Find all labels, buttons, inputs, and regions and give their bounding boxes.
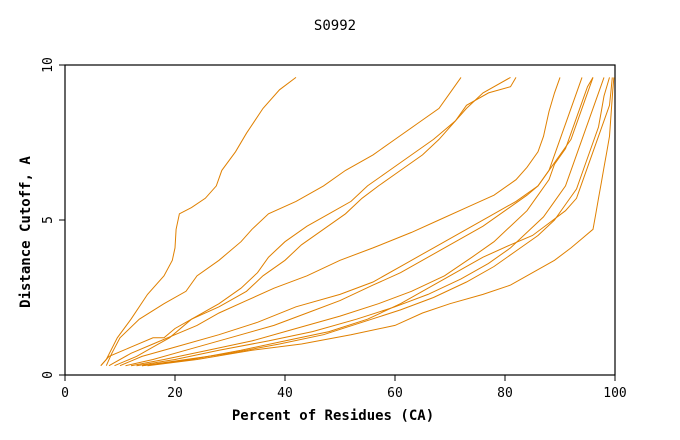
y-tick-label: 10: [41, 57, 56, 73]
series-line-10: [141, 77, 610, 367]
x-tick-label: 100: [603, 386, 626, 401]
y-axis-label: Distance Cutoff, A: [18, 156, 34, 308]
y-tick-label: 0: [41, 371, 56, 379]
y-axis-ticks: 0 5 10: [41, 57, 65, 379]
x-tick-label: 20: [167, 386, 183, 401]
series-line-7: [125, 77, 583, 367]
series-line-1: [100, 77, 297, 367]
series-line-6: [119, 77, 594, 367]
x-tick-label: 60: [387, 386, 403, 401]
series-line-4: [114, 77, 517, 367]
x-tick-label: 40: [277, 386, 293, 401]
x-tick-label: 0: [61, 386, 69, 401]
series-line-5: [108, 77, 561, 367]
y-tick-label: 5: [41, 216, 56, 224]
series-line-2: [105, 77, 462, 366]
chart-title: S0992: [314, 18, 356, 34]
series-line-11: [141, 77, 613, 367]
series-group: [100, 76, 615, 367]
x-axis-ticks: 0 20 40 60 80 100: [61, 375, 627, 401]
x-axis-label: Percent of Residues (CA): [232, 408, 434, 424]
series-line-3: [100, 76, 511, 367]
series-line-8: [130, 77, 594, 367]
series-line-12: [147, 77, 615, 367]
series-line-9: [136, 77, 605, 367]
x-tick-label: 80: [497, 386, 513, 401]
